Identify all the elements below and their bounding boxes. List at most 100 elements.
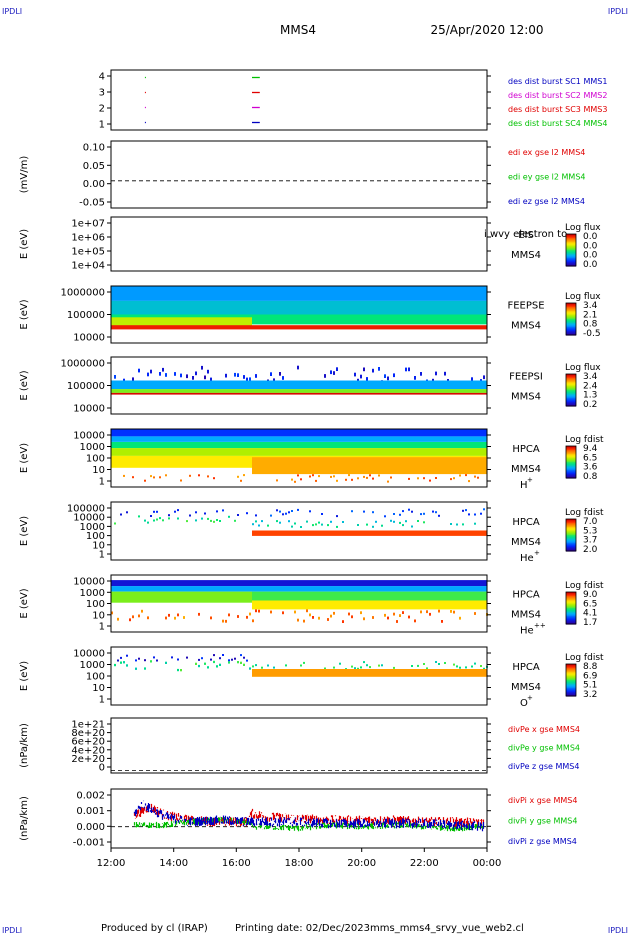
spectrogram-speckle (144, 519, 146, 522)
spectrogram-speckle (273, 378, 275, 383)
spectrogram-speckle (336, 515, 338, 518)
spectrogram-speckle (222, 619, 224, 623)
spectrogram-speckle (342, 620, 344, 623)
spectrogram-speckle (318, 521, 320, 524)
colorbar-frame (565, 591, 577, 625)
spectrogram-speckle (249, 377, 251, 382)
spectrogram-speckle (204, 375, 206, 380)
ion-charge: ++ (534, 622, 546, 630)
y-tick-label: 1000 (80, 588, 105, 599)
spectrogram-speckle (120, 656, 122, 659)
spectrogram-speckle (225, 619, 227, 623)
spectrogram-speckle (147, 372, 149, 377)
spectrogram-speckle (168, 517, 170, 520)
colorbar-tick-label: 2.0 (583, 545, 598, 555)
spectrogram-speckle (444, 371, 446, 376)
spectrogram-speckle (117, 659, 119, 662)
colorbar-step (566, 239, 576, 242)
spectrogram-speckle (180, 479, 182, 482)
y-axis-label: E (eV) (19, 516, 30, 546)
spectrogram-speckle (471, 377, 473, 381)
y-tick-label: -0.001 (73, 838, 105, 849)
spectrogram-speckle (378, 664, 380, 667)
colorbar-step (566, 456, 576, 459)
legend-entry: divPi y gse MMS4 (508, 817, 577, 826)
spectrogram-band (252, 457, 487, 475)
spectrogram-speckle (381, 524, 383, 527)
spectrogram-speckle (363, 661, 365, 664)
spectrogram-speckle (186, 520, 188, 523)
spectrogram-band (252, 669, 487, 677)
spectrogram-speckle (234, 519, 236, 522)
spectrogram-speckle (483, 667, 485, 670)
spectrogram-speckle (300, 478, 302, 481)
colorbar-tick-label: 5.3 (583, 526, 597, 536)
colorbar-step (566, 605, 576, 608)
spectrogram-speckle (171, 656, 173, 659)
spectrogram-speckle (363, 617, 365, 621)
spectrogram-speckle (453, 663, 455, 666)
spectrogram-speckle (477, 476, 479, 479)
colorbar-step (566, 246, 576, 248)
spectrogram-speckle (207, 517, 209, 520)
spectrogram-speckle (132, 615, 134, 619)
legend-entry: des dist burst SC3 MMS3 (508, 105, 607, 114)
colorbar-step (566, 669, 576, 672)
panel-10: 0.002 0.001 0.000 -0.001 (nPa/km) divPi x gse… (19, 788, 577, 849)
colorbar-step (566, 682, 576, 685)
spectrogram-speckle (111, 611, 113, 615)
y-tick-label: 0.05 (83, 161, 105, 172)
colorbar-tick-label: 3.4 (583, 301, 598, 311)
instrument-name: HPCA (512, 444, 540, 455)
spectrogram-speckle (336, 367, 338, 371)
spectrogram-speckle (429, 612, 431, 616)
instrument-spacecraft: MMS4 (511, 537, 541, 548)
spectrogram-speckle (312, 616, 314, 619)
spectrogram-speckle (408, 615, 410, 619)
panel-0: 4 3 2 1 des dist burst SC1 MMS1 des dist burs… (99, 69, 607, 131)
spectrogram-speckle (279, 510, 281, 513)
spectrogram-speckle (312, 474, 314, 477)
spectrogram-speckle (417, 664, 419, 667)
y-tick-label: 1000 (80, 442, 105, 453)
colorbar-step (566, 252, 576, 255)
y-tick-label: 10000 (73, 577, 105, 588)
spectrogram-band (111, 580, 487, 587)
spectrogram-speckle (258, 524, 260, 527)
spectrogram-speckle (405, 520, 407, 523)
spectrogram-speckle (315, 523, 317, 526)
colorbar-step (566, 608, 576, 610)
y-tick-label: 10 (92, 540, 105, 551)
spectrogram-speckle (423, 521, 425, 524)
colorbar-step (566, 529, 576, 532)
spectrogram-speckle (132, 377, 134, 382)
colorbar-tick-label: 9.0 (583, 590, 598, 600)
colorbar-step (566, 544, 576, 547)
spectrogram-speckle (159, 517, 161, 520)
y-tick-label: 1e+21 (71, 720, 105, 731)
spectrogram-speckle (483, 375, 485, 380)
spectrogram-speckle (267, 664, 269, 667)
colorbar-step (566, 325, 576, 328)
spectrogram-speckle (405, 367, 407, 372)
ion-charge: + (527, 694, 533, 702)
y-tick-label: 4 (99, 72, 105, 83)
spectrogram-speckle (150, 475, 152, 478)
y-tick-label: 10000 (73, 404, 105, 415)
spectrogram-speckle (468, 513, 470, 516)
spectrogram-speckle (426, 610, 428, 614)
spectrogram-speckle (261, 520, 263, 523)
colorbar-tick-label: 8.8 (583, 662, 598, 672)
colorbar-step (566, 386, 576, 388)
spectrogram-speckle (435, 661, 437, 663)
legend-entry: edi ey gse l2 MMS4 (508, 173, 586, 182)
colorbar-step (566, 616, 576, 618)
colorbar-step (566, 535, 576, 537)
colorbar-step (566, 471, 576, 474)
spectrogram-speckle (213, 654, 215, 657)
spectrogram-speckle (198, 474, 200, 477)
spectrogram-speckle (285, 512, 287, 515)
y-axis-label: (mV/m) (19, 156, 30, 194)
spectrogram-speckle (465, 509, 467, 512)
